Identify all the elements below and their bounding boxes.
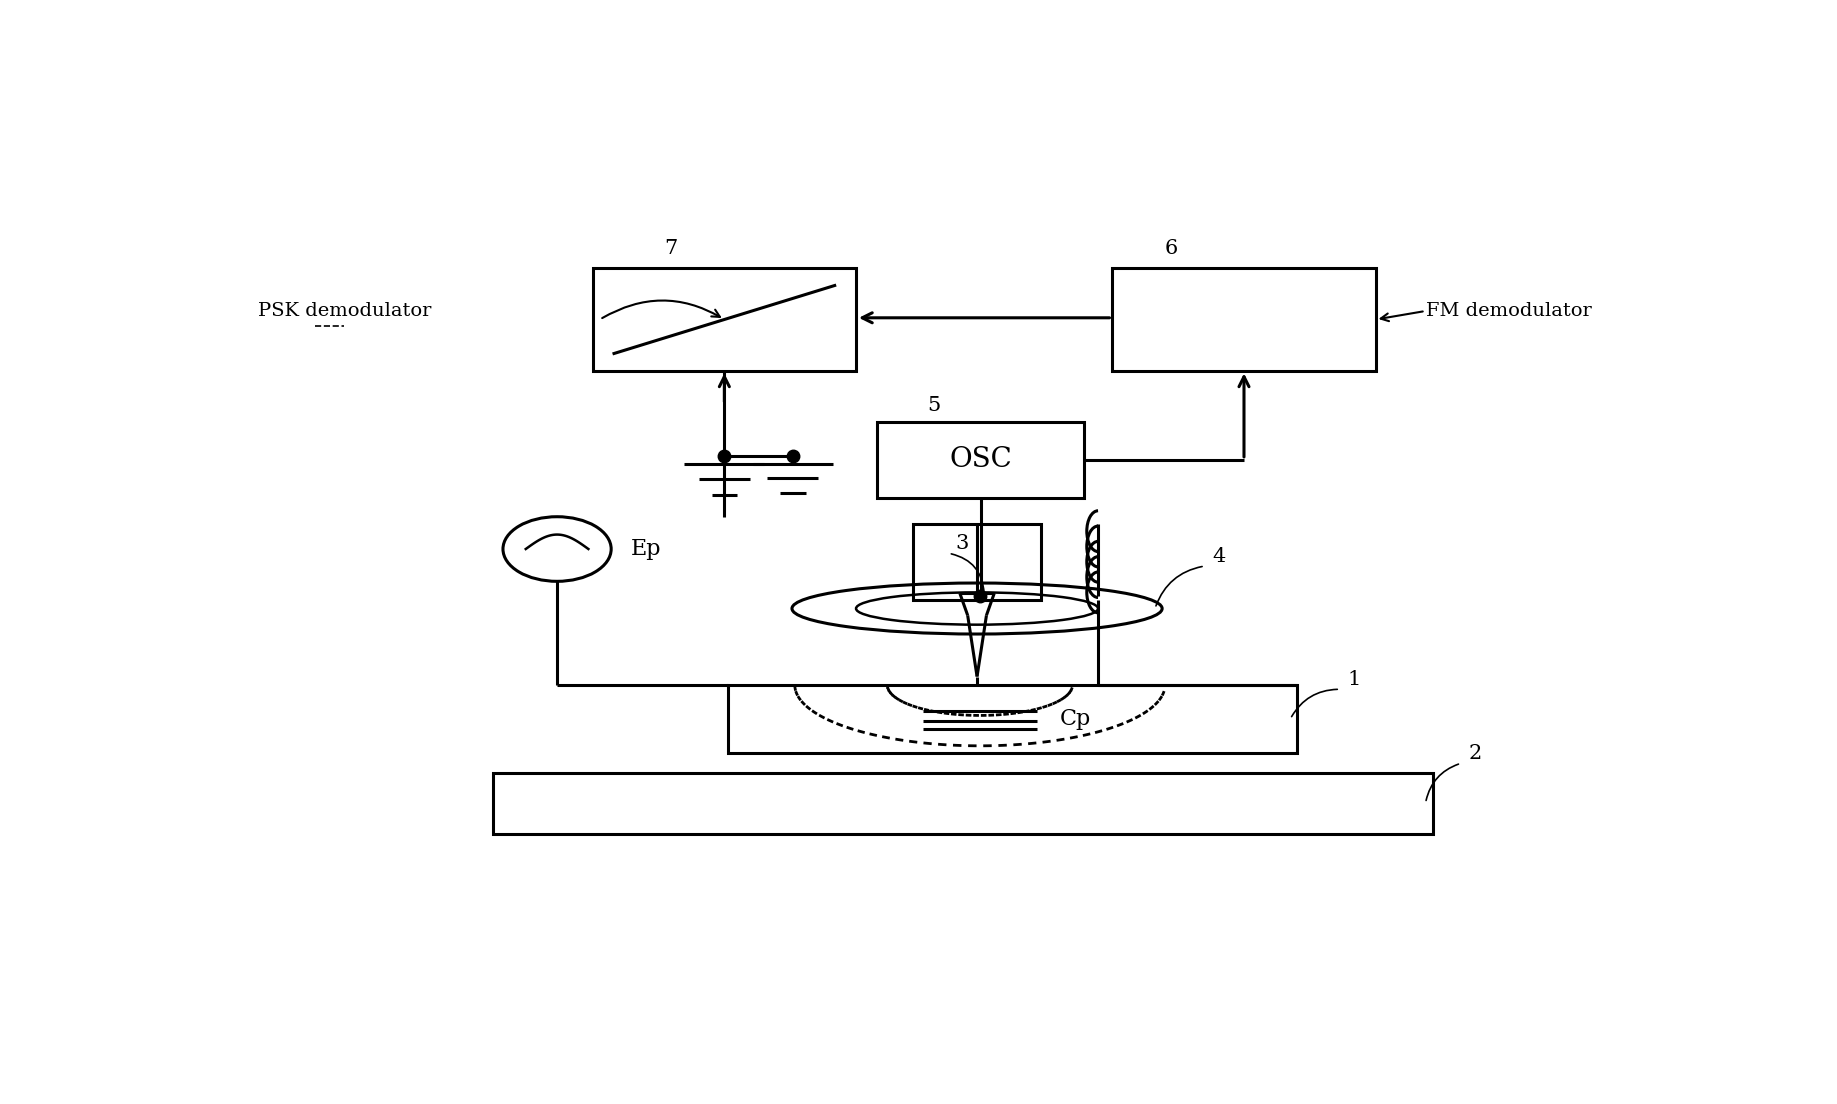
Bar [878, 422, 1084, 498]
Text: 4: 4 [1212, 546, 1225, 566]
Text: 5: 5 [928, 395, 941, 415]
Bar [727, 684, 1297, 753]
Text: 7: 7 [663, 240, 678, 258]
Text: 2: 2 [1468, 744, 1481, 763]
Bar [492, 773, 1433, 834]
Text: Ep: Ep [632, 538, 661, 560]
Bar [913, 523, 1042, 601]
Bar [593, 268, 856, 371]
Text: FM demodulator: FM demodulator [1426, 302, 1591, 320]
Text: 6: 6 [1165, 240, 1178, 258]
Text: 1: 1 [1347, 670, 1361, 689]
Text: PSK demodulator: PSK demodulator [257, 302, 432, 320]
Text: Cp: Cp [1060, 708, 1091, 730]
Text: 3: 3 [955, 534, 970, 553]
Bar [1113, 268, 1376, 371]
Text: OSC: OSC [950, 446, 1012, 474]
